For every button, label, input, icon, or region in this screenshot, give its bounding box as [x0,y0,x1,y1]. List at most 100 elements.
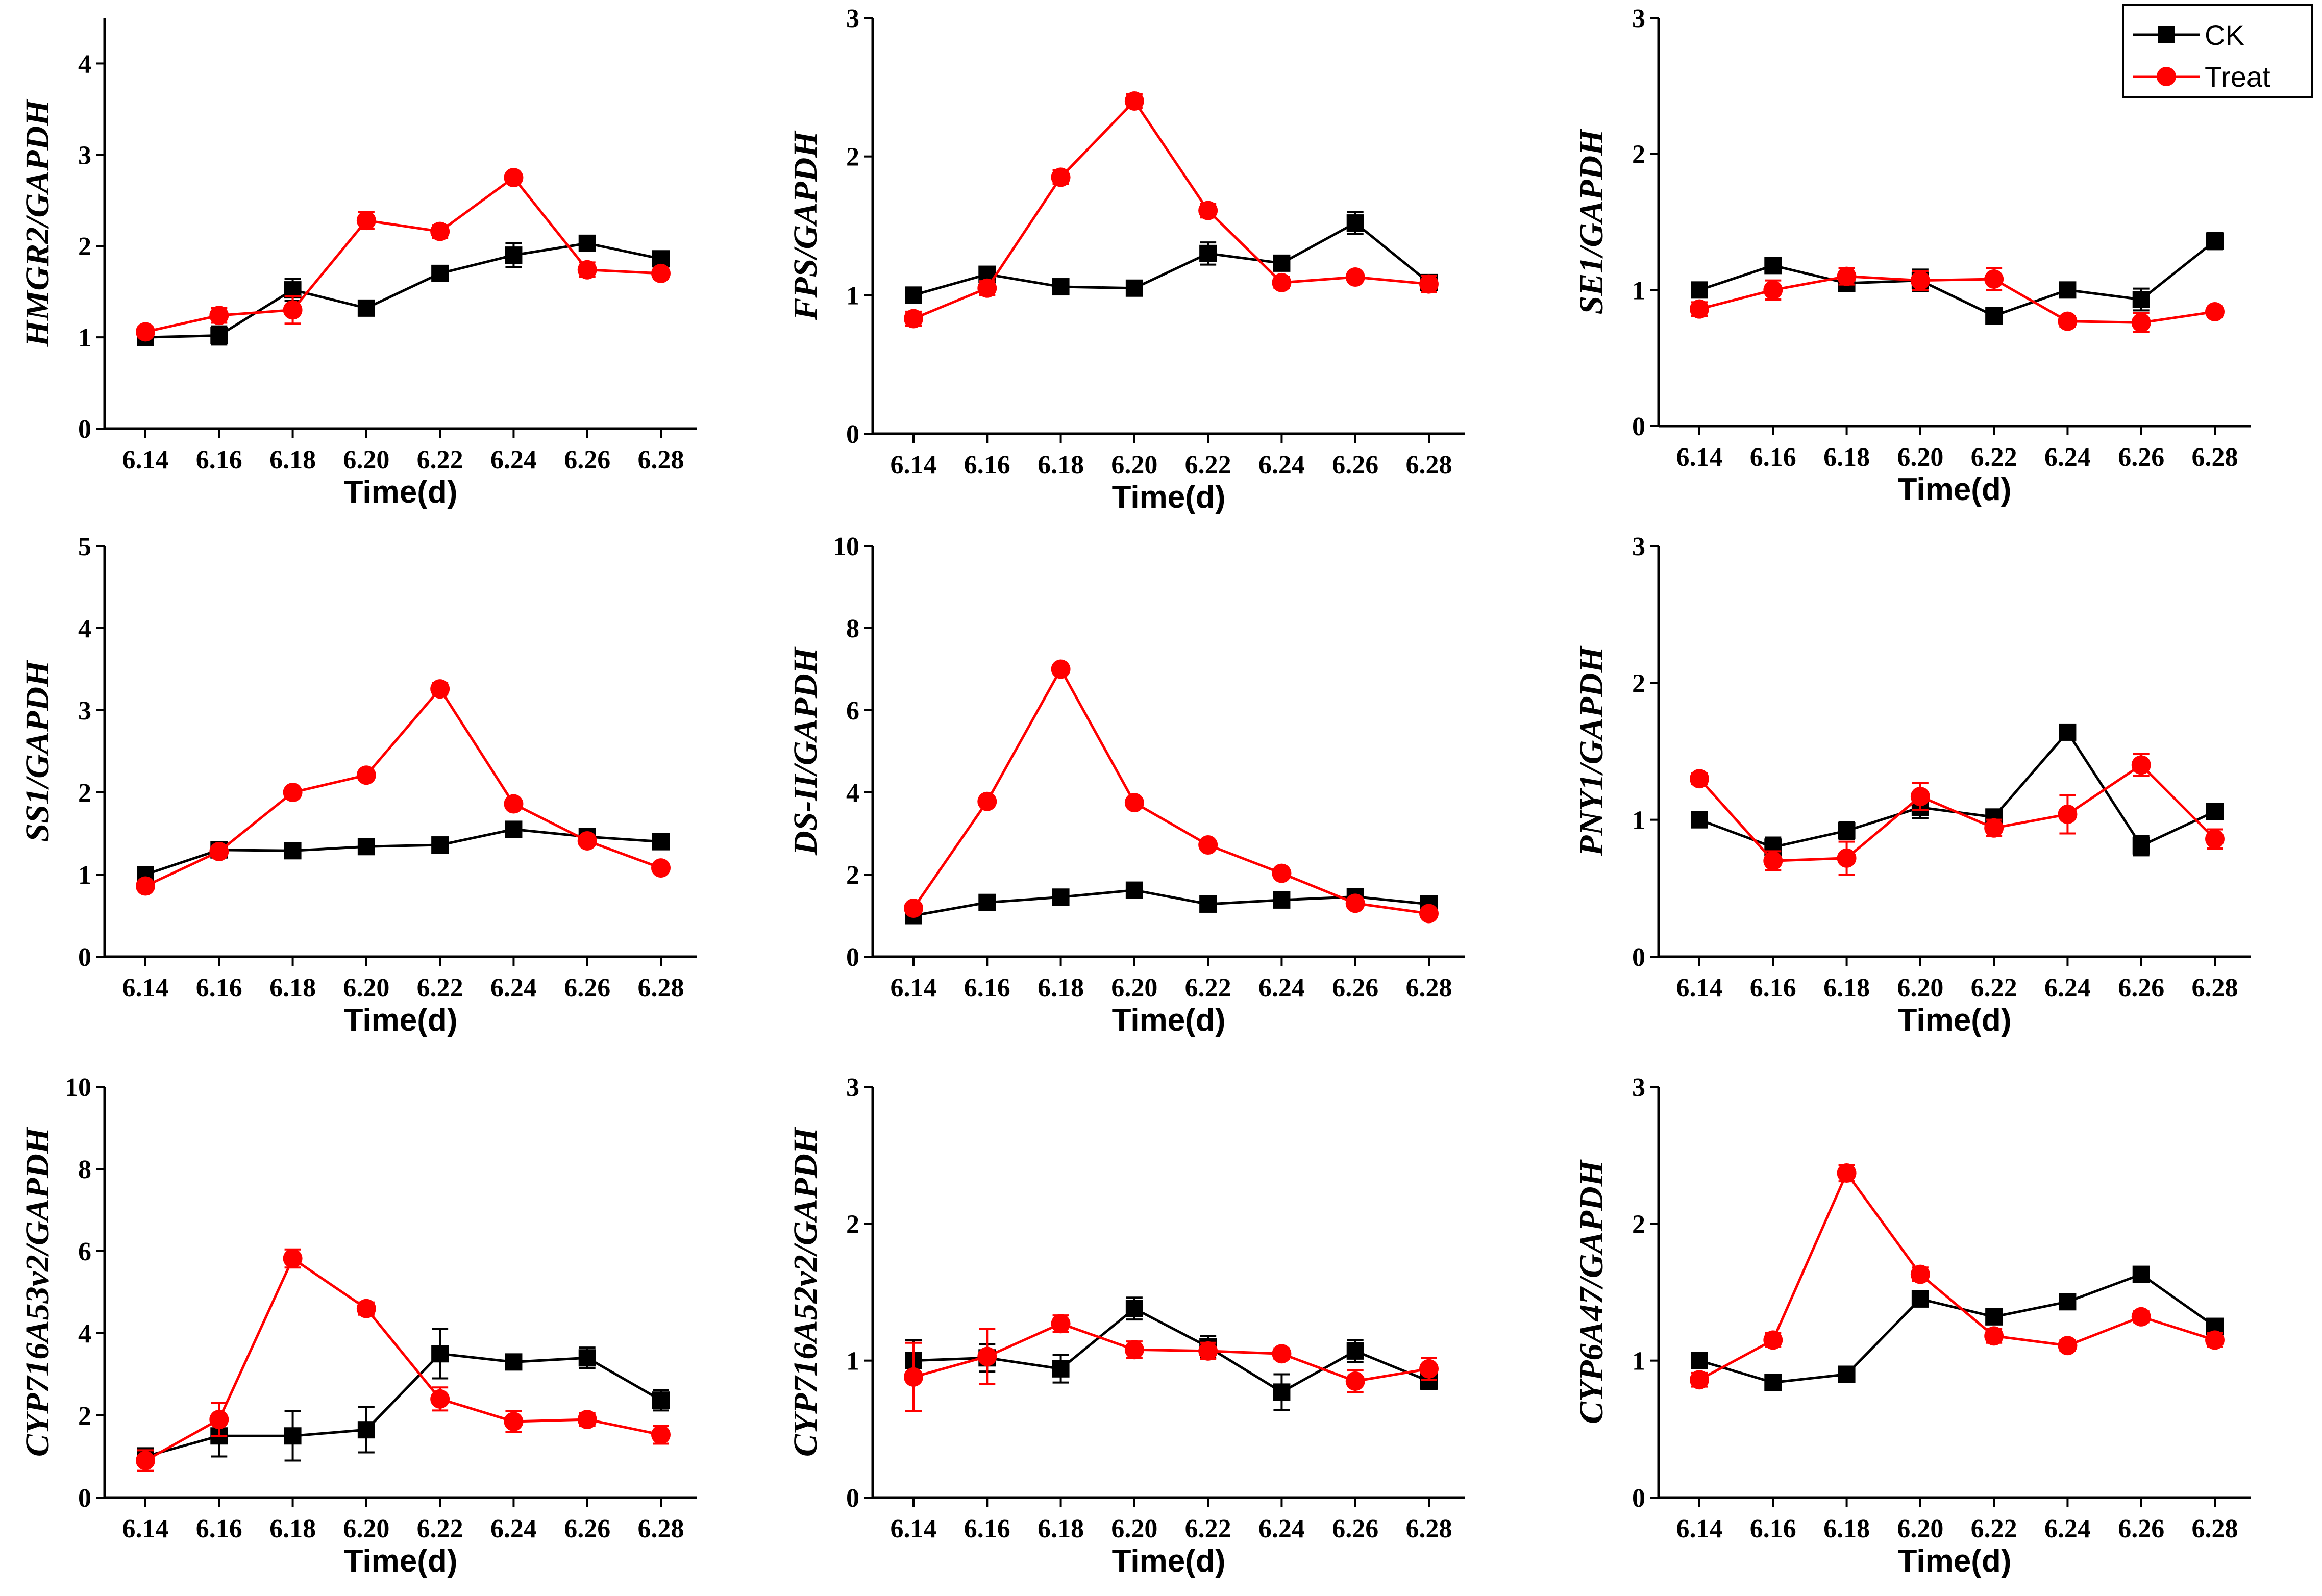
chart-panel: 0 1 2 3 6.14 6.16 6.18 6.20 6.22 6.24 6.26 6.28 Time… [787,4,1465,515]
x-tick-label: 6.20 [1897,974,1943,1003]
data-point [1690,1370,1709,1390]
x-tick-label: 6.14 [891,974,937,1003]
y-axis-label: SE1/GAPDH [1573,128,1610,315]
y-tick-label: 2 [846,143,859,172]
x-tick-label: 6.16 [964,974,1010,1003]
y-tick-label: 3 [1632,1073,1645,1102]
series-line [1698,763,2216,862]
x-axis-label: Time(d) [1898,1003,2012,1038]
y-axis-label: CYP716A52v2/GAPDH [787,1126,824,1457]
x-tick-label: 6.22 [1185,974,1231,1003]
data-point [283,1249,303,1268]
x-tick-label: 6.16 [196,1514,242,1543]
data-point [430,679,450,699]
data-point [136,322,155,342]
data-point [1838,1365,1856,1383]
data-point [1984,269,2004,289]
x-tick-label: 6.14 [1676,974,1723,1003]
data-point [504,794,524,814]
data-point [356,211,376,231]
x-tick-label: 6.24 [1258,1514,1305,1543]
x-tick-label: 6.20 [343,1514,389,1543]
data-point [577,1410,597,1430]
y-tick-label: 0 [78,943,91,972]
data-point [1691,1352,1708,1369]
data-point [1051,659,1071,679]
data-point [652,1391,670,1409]
x-tick-label: 6.20 [1111,1514,1157,1543]
data-point [431,1345,449,1363]
data-point [1984,1326,2004,1346]
x-tick-label: 6.28 [1406,1514,1452,1543]
x-tick-label: 6.26 [564,974,610,1003]
y-axis-label: HMGR2/GAPDH [19,98,56,347]
x-tick-label: 6.20 [1111,451,1157,480]
panels: 0 1 2 3 4 6.14 6.16 6.18 6.20 6.22 6.24 6.26 6.28 Tim… [19,4,2251,1579]
x-tick-label: 6.24 [1258,451,1305,480]
y-axis-label: DS-II/GAPDH [787,646,824,856]
data-point [1910,270,1930,290]
x-tick-label: 6.18 [269,445,316,475]
x-axis-label: Time(d) [1898,472,2012,507]
x-tick-label: 6.26 [1332,974,1378,1003]
data-point [1124,91,1144,111]
data-point [1764,1374,1782,1391]
x-tick-label: 6.18 [269,1514,316,1543]
chart-panel: 0 1 2 3 6.14 6.16 6.18 6.20 6.22 6.24 6.26 6.28 Time… [1573,532,2251,1038]
x-tick-label: 6.18 [1038,451,1084,480]
data-point [2059,1293,2077,1311]
y-tick-label: 3 [78,141,91,170]
series-treat [904,91,1439,329]
data-point [283,300,303,320]
data-point [1052,1360,1070,1378]
data-point [2131,1307,2151,1327]
data-point [1985,307,2003,325]
data-point [210,327,228,344]
x-tick-label: 6.22 [417,1514,463,1543]
data-point [505,246,523,264]
data-point [1837,848,1857,868]
x-tick-label: 6.16 [964,451,1010,480]
chart-panel: 0 1 2 3 4 5 6.14 6.16 6.18 6.20 6.22 6.24 6.26 6.28 Ti… [19,532,697,1038]
x-tick-label: 6.24 [2044,1514,2091,1543]
legend-treat-label: Treat [2205,61,2270,93]
series-ck [137,234,670,346]
y-tick-label: 10 [65,1073,91,1102]
x-tick-label: 6.22 [1185,1514,1231,1543]
data-point [1052,888,1070,906]
x-tick-label: 6.22 [1971,1514,2017,1543]
series-line [1699,1273,2216,1384]
x-tick-label: 6.28 [638,445,684,475]
data-point [1273,891,1291,909]
data-point [431,836,449,854]
series-ck [1691,232,2224,325]
data-point [1125,1300,1143,1317]
series-ck [1691,723,2224,858]
x-tick-label: 6.26 [2118,1514,2164,1543]
data-point [977,791,997,811]
data-point [905,286,922,304]
data-point [1763,851,1783,871]
data-point [1764,257,1782,275]
series-line [145,242,661,339]
y-tick-label: 3 [846,4,859,33]
data-point [1911,1290,1929,1308]
data-point [1345,267,1365,287]
x-tick-label: 6.16 [1750,443,1796,472]
data-point [1052,278,1070,296]
y-tick-label: 3 [78,696,91,726]
x-tick-label: 6.28 [1406,974,1452,1003]
series-line [1699,730,2216,849]
y-tick-label: 1 [1632,276,1645,305]
data-point [1051,167,1071,187]
data-point [2205,829,2225,849]
series-line [913,99,1429,320]
series-line [144,1256,661,1462]
x-tick-label: 6.16 [196,974,242,1003]
series-treat [1690,1163,2225,1390]
data-point [977,278,997,298]
data-point [904,309,923,329]
x-tick-label: 6.26 [1332,451,1378,480]
data-point [2205,302,2225,321]
data-point [1984,818,2004,838]
